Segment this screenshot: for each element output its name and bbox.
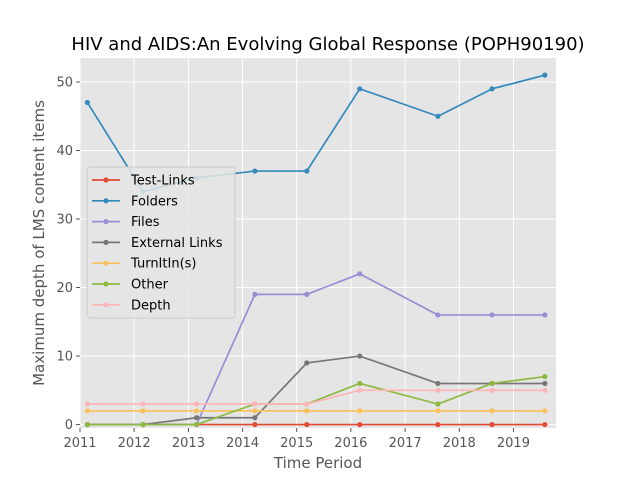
x-tick-label: 2011: [63, 436, 96, 451]
series-layer: [84, 72, 548, 428]
series-turnitin-s: [84, 408, 548, 414]
data-point: [357, 421, 363, 428]
data-point: [489, 421, 495, 428]
legend-label: TurnItIn(s): [130, 257, 196, 272]
data-point: [304, 360, 310, 366]
data-point: [435, 387, 441, 393]
data-point: [252, 415, 258, 421]
data-point: [542, 380, 548, 387]
data-point: [84, 401, 91, 407]
data-point: [489, 312, 495, 318]
data-point: [304, 408, 310, 414]
data-point: [357, 271, 363, 277]
y-axis: 0 10 20 30 40 50: [56, 75, 80, 433]
data-point: [304, 291, 310, 297]
data-point: [357, 408, 363, 414]
y-tick-label: 20: [56, 281, 73, 296]
data-point: [304, 421, 310, 428]
data-point: [435, 408, 441, 414]
data-point: [357, 380, 363, 387]
x-tick-label: 2014: [226, 436, 259, 451]
legend-label: Other: [131, 278, 169, 293]
legend-label: Depth: [131, 298, 171, 313]
legend-marker: [103, 302, 109, 308]
legend-box: [86, 166, 236, 319]
data-point: [84, 99, 91, 106]
data-point: [84, 421, 91, 428]
data-point: [193, 421, 200, 428]
data-point: [304, 401, 310, 407]
y-tick-label: 0: [65, 418, 73, 433]
data-point: [252, 408, 258, 414]
data-point: [435, 401, 441, 407]
legend-item: Folders: [92, 194, 178, 209]
data-point: [252, 421, 258, 428]
legend-label: Test-Links: [130, 174, 195, 189]
x-tick-label: 2019: [497, 436, 530, 451]
x-tick-label: 2012: [118, 436, 151, 451]
x-tick-label: 2018: [443, 436, 476, 451]
legend-item: Depth: [92, 298, 171, 313]
y-tick-label: 40: [56, 144, 73, 159]
data-point: [252, 291, 258, 297]
legend: Test-Links Folders Files External Links Turn…: [86, 166, 236, 319]
legend-marker: [103, 198, 109, 204]
y-tick-label: 50: [56, 75, 73, 90]
data-point: [489, 408, 495, 414]
data-point: [304, 168, 310, 174]
legend-marker: [103, 177, 109, 183]
legend-item: External Links: [92, 236, 223, 251]
legend-item: Other: [92, 278, 169, 293]
data-point: [193, 415, 200, 421]
legend-item: Files: [92, 215, 160, 230]
x-tick-label: 2013: [172, 436, 205, 451]
data-point: [435, 421, 441, 428]
data-point: [435, 380, 441, 387]
data-point: [140, 421, 146, 428]
legend-marker: [103, 281, 109, 287]
legend-label: Folders: [131, 194, 178, 209]
y-tick-label: 10: [56, 350, 73, 365]
data-point: [542, 408, 548, 414]
x-axis-label: Time Period: [273, 454, 362, 472]
legend-marker: [103, 239, 109, 245]
data-point: [435, 113, 441, 119]
data-point: [193, 408, 200, 414]
data-point: [357, 86, 363, 92]
x-axis: 2011 2012 2013 2014 2015 2016 2017 2018 2019: [63, 428, 530, 451]
legend-marker: [103, 219, 109, 225]
data-point: [357, 353, 363, 359]
data-point: [542, 312, 548, 318]
y-axis-label: Maximum depth of LMS content items: [30, 100, 48, 386]
data-point: [140, 408, 146, 414]
data-point: [542, 374, 548, 380]
data-point: [489, 380, 495, 387]
legend-item: Test-Links: [92, 174, 195, 189]
x-tick-label: 2016: [334, 436, 367, 451]
data-point: [193, 401, 200, 407]
legend-label: Files: [131, 215, 160, 230]
legend-item: TurnItIn(s): [92, 257, 196, 272]
data-point: [252, 401, 258, 407]
y-tick-label: 30: [56, 213, 73, 228]
data-point: [357, 387, 363, 393]
data-point: [140, 401, 146, 407]
series-depth: [84, 387, 548, 407]
data-point: [542, 72, 548, 78]
data-point: [542, 387, 548, 393]
data-point: [252, 168, 258, 174]
data-point: [489, 86, 495, 92]
legend-label: External Links: [131, 236, 223, 251]
data-point: [84, 408, 91, 414]
chart-title: HIV and AIDS:An Evolving Global Response…: [71, 34, 584, 55]
x-tick-label: 2015: [280, 436, 313, 451]
data-point: [435, 312, 441, 318]
x-tick-label: 2017: [389, 436, 422, 451]
data-point: [489, 387, 495, 393]
legend-marker: [103, 260, 109, 266]
data-point: [542, 421, 548, 428]
